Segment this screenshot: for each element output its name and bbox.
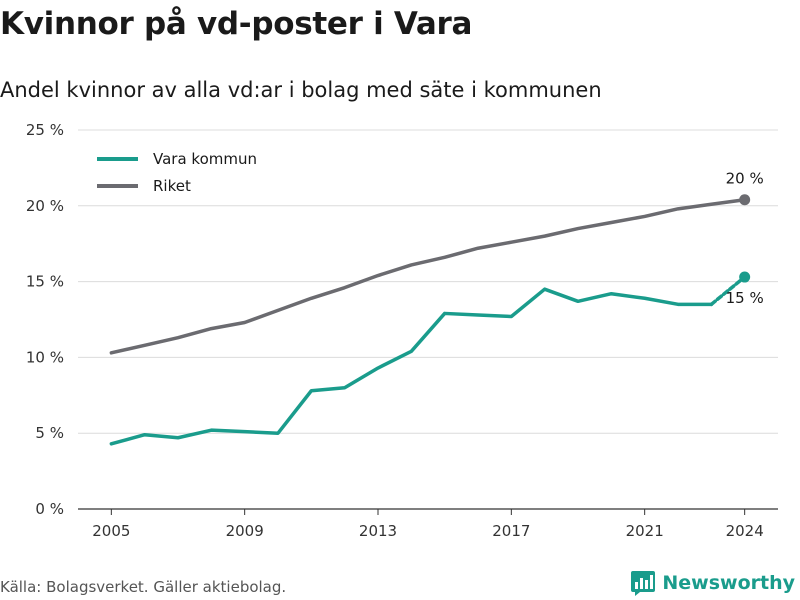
series-line-vara-kommun [109, 287, 714, 446]
x-tick-label: 2021 [626, 522, 664, 540]
brand-name: Newsworthy [662, 572, 795, 594]
x-tick-label: 2013 [359, 522, 397, 540]
chart-subtitle: Andel kvinnor av alla vd:ar i bolag med … [0, 78, 602, 102]
x-tick-label: 2017 [492, 522, 530, 540]
brand-logo[interactable]: Newsworthy [630, 569, 795, 597]
x-tick-label: 2024 [726, 522, 764, 540]
y-tick-label: 15 % [26, 273, 64, 291]
y-axis: 0 % 5 % 10 % 15 % 20 % 25 % [26, 121, 64, 518]
y-tick-label: 20 % [26, 197, 64, 215]
grid-lines [78, 129, 778, 510]
y-tick-label: 0 % [35, 500, 64, 518]
legend-label-vara-kommun: Vara kommun [153, 150, 257, 168]
series-group: 20 % 15 % [109, 170, 764, 446]
end-point-vara-kommun [739, 271, 751, 283]
y-tick-label: 25 % [26, 121, 64, 139]
x-tick-label: 2005 [92, 522, 130, 540]
legend: Vara kommun Riket [97, 150, 257, 195]
series-line-riket [109, 197, 747, 355]
x-axis: 2005 2009 2013 2017 2021 2024 [92, 509, 764, 540]
bar-chart-icon [631, 571, 656, 596]
chart-title: Kvinnor på vd-poster i Vara [0, 6, 473, 42]
end-label-riket: 20 % [726, 170, 764, 188]
y-tick-label: 10 % [26, 348, 64, 366]
legend-label-riket: Riket [153, 177, 191, 195]
series-line-vara-kommun-latest [709, 275, 747, 307]
y-tick-label: 5 % [35, 424, 64, 442]
end-point-riket [739, 194, 751, 206]
end-label-vara-kommun: 15 % [726, 289, 764, 307]
x-tick-label: 2009 [226, 522, 264, 540]
source-note: Källa: Bolagsverket. Gäller aktiebolag. [0, 578, 287, 596]
